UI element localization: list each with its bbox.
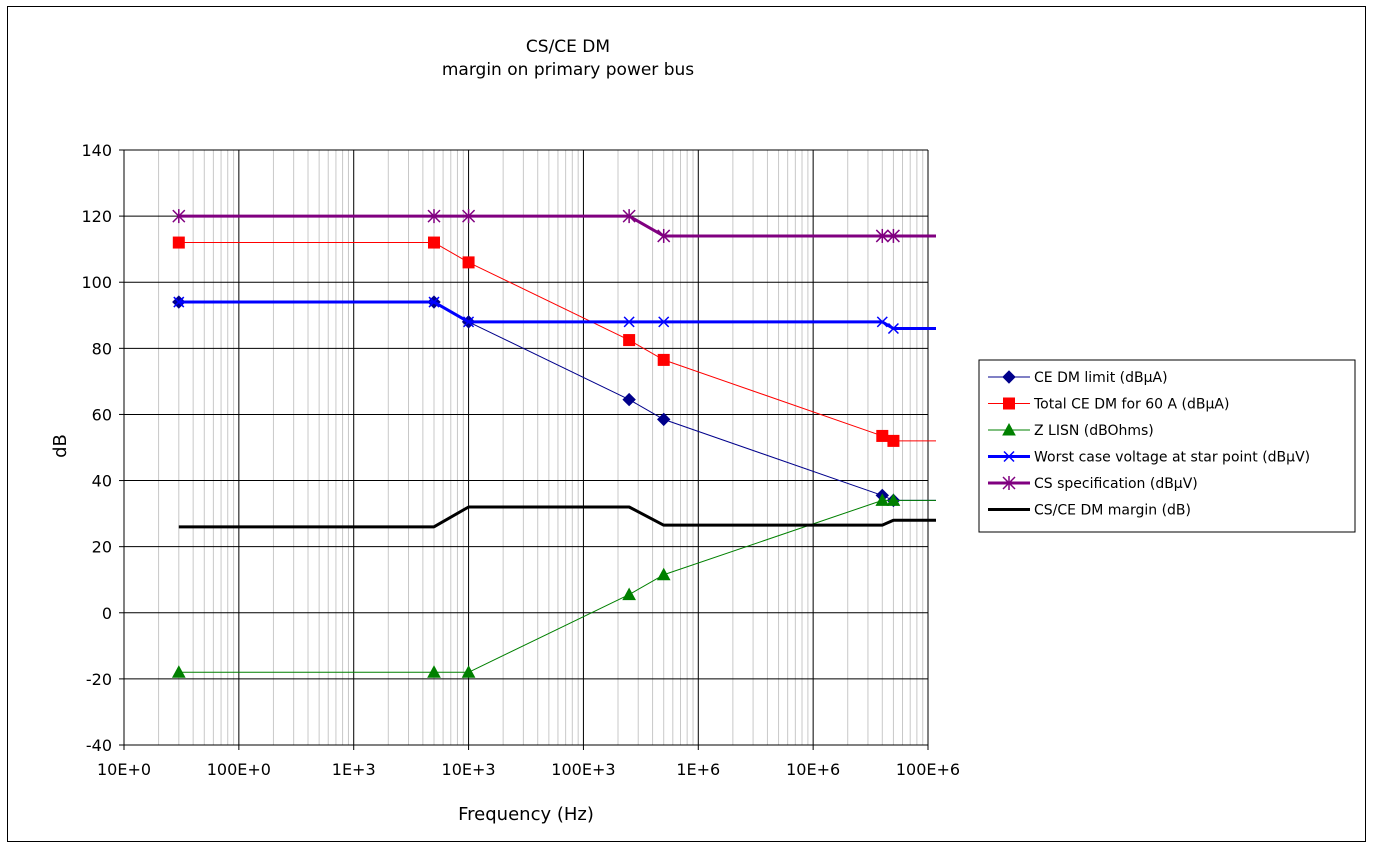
series-6 <box>178 505 936 529</box>
series-layer <box>171 209 936 678</box>
series-4-point <box>428 296 440 308</box>
grid <box>123 149 929 746</box>
marker-stroke <box>658 316 670 328</box>
legend-label: Total CE DM for 60 A (dBµA) <box>1033 397 1229 413</box>
legend-label: CE DM limit (dBµA) <box>1034 370 1168 386</box>
series-3-point <box>656 567 671 581</box>
legend-item: Total CE DM for 60 A (dBµA) <box>988 397 1229 413</box>
legend-item: CS/CE DM margin (dB) <box>988 503 1191 519</box>
x-axis-label: Frequency (Hz) <box>458 804 594 825</box>
series-2-point <box>462 256 475 269</box>
series-3 <box>171 493 936 678</box>
series-clip-group <box>171 209 936 678</box>
legend-label: CS/CE DM margin (dB) <box>1034 503 1191 519</box>
series-4-point <box>876 316 888 328</box>
series-5-point <box>462 209 476 224</box>
marker-stroke <box>623 316 635 328</box>
legend-swatch-marker <box>1003 450 1015 463</box>
series-5-point <box>875 228 889 243</box>
series-2-line <box>178 242 936 442</box>
series-3-point <box>622 587 636 601</box>
marker-stroke <box>1003 450 1015 463</box>
legend-swatch-marker <box>1002 476 1016 490</box>
series-4-point <box>623 316 635 328</box>
x-tick-label: 100E+3 <box>551 760 615 779</box>
series-1-point <box>622 392 636 407</box>
marker-stroke <box>876 316 888 328</box>
series-3-point <box>461 665 476 678</box>
series-2-point <box>427 236 440 249</box>
legend-swatch-marker <box>1003 397 1015 410</box>
series-3-point <box>171 665 186 678</box>
y-tick-label: 80 <box>92 339 112 358</box>
series-5-point <box>427 209 441 224</box>
marker-stroke <box>173 296 185 308</box>
series-4 <box>173 296 936 335</box>
legend-box <box>978 359 1356 533</box>
marker-stroke <box>887 322 899 335</box>
y-tick-label: -40 <box>86 736 112 755</box>
y-tick-label: 60 <box>92 405 112 424</box>
x-tick-label: 100E+6 <box>896 760 960 779</box>
x-tick-label: 100E+0 <box>207 760 271 779</box>
series-1-line <box>178 301 936 501</box>
series-5-point <box>657 228 671 243</box>
legend-item: CE DM limit (dBµA) <box>988 370 1168 386</box>
series-4-point <box>887 322 899 335</box>
series-5-point <box>622 209 636 224</box>
x-tick-label: 10E+3 <box>442 760 496 779</box>
series-2-point <box>876 429 889 442</box>
y-tick-label: 140 <box>81 141 112 160</box>
marker-stroke <box>428 296 440 308</box>
legend-label: CS specification (dBµV) <box>1034 476 1198 492</box>
y-tick-label: 100 <box>81 273 112 292</box>
chart-subtitle: margin on primary power bus <box>442 60 694 80</box>
legend-item: Worst case voltage at star point (dBµV) <box>988 450 1310 466</box>
series-5-line <box>178 214 936 238</box>
y-tick-label: -20 <box>86 670 112 689</box>
legend-item: CS specification (dBµV) <box>988 476 1198 492</box>
series-5-point <box>886 228 900 243</box>
y-axis-label: dB <box>50 434 71 458</box>
series-2 <box>172 236 936 447</box>
marker-stroke <box>463 316 475 328</box>
y-tick-label: 20 <box>92 538 112 557</box>
y-tick-label: 120 <box>81 207 112 226</box>
legend-swatch-marker <box>1002 370 1016 384</box>
y-tick-label: 0 <box>102 604 112 623</box>
series-4-point <box>658 316 670 328</box>
axes: -40 -20 0 20 40 60 80 100 120 140 10E+0 100E+0 1E+3 1… <box>81 141 960 779</box>
series-2-point <box>623 334 636 347</box>
series-2-point <box>887 434 900 447</box>
legend-swatch-marker <box>1002 422 1016 436</box>
series-4-line <box>178 300 936 330</box>
series-5-point <box>172 209 186 224</box>
series-5 <box>172 209 936 243</box>
series-3-point <box>886 493 901 506</box>
legend: CE DM limit (dBµA) Total CE DM for 60 A (… <box>978 359 1356 533</box>
y-tick-label: 40 <box>92 472 112 491</box>
series-2-point <box>657 353 670 366</box>
series-1 <box>172 295 936 508</box>
x-tick-label: 1E+3 <box>332 760 376 779</box>
chart-title: CS/CE DM <box>526 37 610 57</box>
x-tick-label: 10E+0 <box>97 760 151 779</box>
series-3-point <box>875 493 890 506</box>
series-4-point <box>173 296 185 308</box>
series-2-point <box>172 236 185 249</box>
series-3-point <box>427 665 441 678</box>
legend-item: Z LISN (dBOhms) <box>988 422 1154 439</box>
series-4-point <box>463 316 475 328</box>
legend-label: Worst case voltage at star point (dBµV) <box>1034 450 1310 466</box>
legend-label: Z LISN (dBOhms) <box>1034 423 1154 439</box>
x-tick-label: 1E+6 <box>676 760 720 779</box>
series-6-line <box>178 505 936 529</box>
series-1-point <box>657 412 671 427</box>
x-tick-label: 10E+6 <box>786 760 840 779</box>
